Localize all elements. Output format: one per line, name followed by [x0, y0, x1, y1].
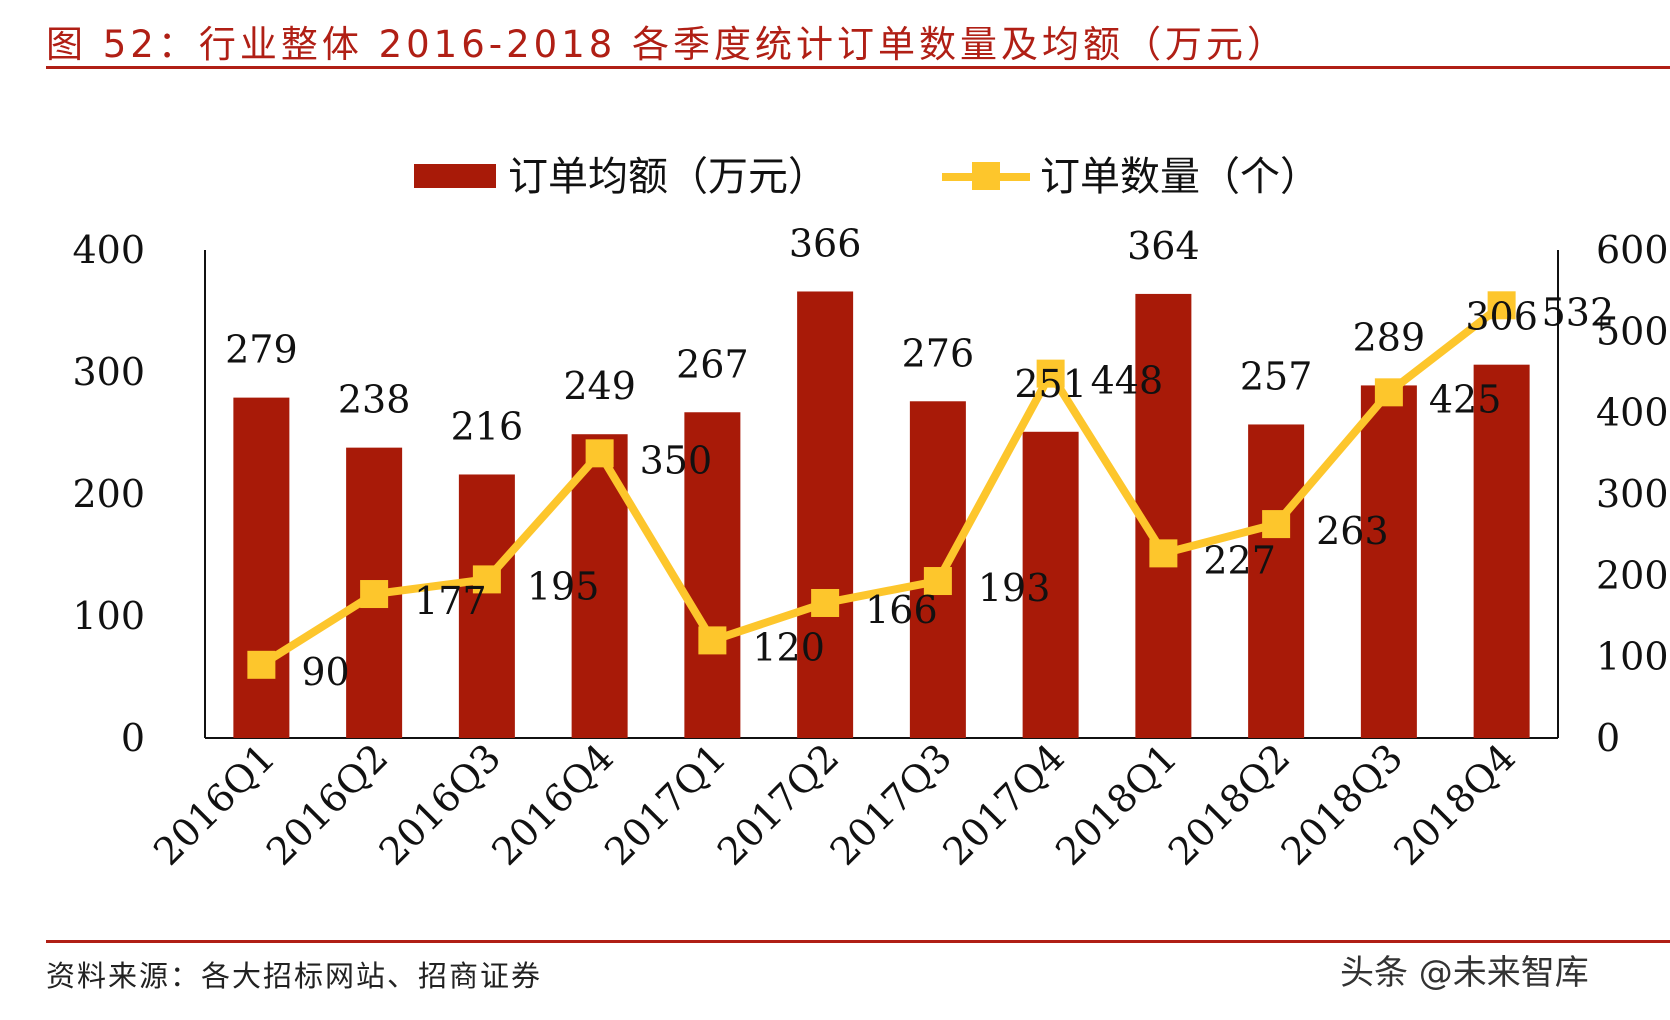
x-tick-label: 2017Q2	[709, 735, 848, 874]
bar	[797, 291, 854, 738]
x-tick-label: 2016Q1	[145, 735, 284, 874]
watermark: 头条 @未来智库	[1340, 953, 1589, 993]
x-tick-label: 2016Q3	[371, 735, 510, 874]
y-right-tick-label: 500	[1596, 309, 1669, 353]
legend-line-label: 订单数量（个）	[1040, 154, 1320, 200]
line-marker	[1149, 539, 1178, 568]
line-data-label: 120	[752, 625, 825, 669]
line-marker	[1374, 378, 1403, 407]
bar	[233, 397, 290, 738]
bar	[1248, 424, 1305, 738]
y-left-tick-label: 300	[72, 350, 145, 394]
x-tick-label: 2017Q3	[822, 735, 961, 874]
x-tick-label: 2017Q1	[596, 735, 735, 874]
line-data-label: 448	[1091, 359, 1164, 403]
title-rule	[46, 66, 1670, 69]
line-marker	[923, 567, 952, 596]
line-marker	[247, 650, 276, 679]
bar	[1022, 431, 1079, 738]
line-data-label: 166	[865, 588, 938, 632]
x-tick-label: 2018Q4	[1385, 735, 1524, 874]
bar-data-label: 279	[225, 328, 298, 372]
line-marker	[1487, 291, 1516, 320]
line-data-label: 193	[978, 566, 1051, 610]
line-series	[259, 302, 1505, 669]
bar-data-label: 276	[902, 331, 975, 375]
y-right-tick-label: 300	[1596, 472, 1669, 516]
x-tick-label: 2018Q3	[1273, 735, 1412, 874]
bar-data-label: 216	[451, 404, 524, 448]
bar-data-label: 306	[1465, 295, 1538, 339]
line-data-label: 532	[1542, 290, 1615, 334]
source-note: 资料来源：各大招标网站、招商证券	[46, 959, 543, 993]
line-marker	[1262, 510, 1291, 539]
y-left-tick-label: 0	[121, 716, 145, 760]
line-marker	[811, 588, 840, 617]
bar	[1135, 293, 1192, 738]
y-left-tick-label: 400	[72, 228, 145, 272]
bar-data-label: 289	[1353, 315, 1426, 359]
x-tick-label: 2016Q2	[258, 735, 397, 874]
bar-data-label: 238	[338, 378, 411, 422]
x-tick-label: 2018Q2	[1160, 735, 1299, 874]
x-tick-label: 2016Q4	[483, 735, 622, 874]
y-right-tick-label: 100	[1596, 635, 1669, 679]
bar-data-label: 364	[1127, 224, 1200, 268]
line-data-label: 425	[1429, 377, 1502, 421]
y-right-tick-label: 0	[1596, 716, 1620, 760]
y-right-tick-label: 200	[1596, 553, 1669, 597]
bar-data-label: 366	[789, 221, 862, 265]
line-data-label: 227	[1203, 538, 1276, 582]
bar-data-label: 249	[563, 364, 636, 408]
line-data-label: 177	[414, 579, 487, 623]
y-right-tick-label: 600	[1596, 228, 1669, 272]
bar	[1473, 364, 1530, 738]
line-data-label: 350	[640, 438, 713, 482]
source-rule	[46, 940, 1670, 943]
line-marker	[585, 439, 614, 468]
line-data-label: 90	[301, 650, 349, 694]
bar	[1360, 385, 1417, 738]
legend-line-marker	[972, 162, 1000, 190]
legend: 订单均额（万元） 订单数量（个）	[414, 154, 1320, 200]
line-marker	[360, 580, 389, 609]
line-data-label: 195	[527, 564, 600, 608]
x-tick-label: 2017Q4	[934, 735, 1073, 874]
y-left-tick-label: 200	[72, 472, 145, 516]
y-left-tick-label: 100	[72, 594, 145, 638]
legend-bar-swatch	[414, 164, 496, 188]
bar	[458, 474, 515, 738]
bar-data-label: 251	[1014, 362, 1087, 406]
line-marker	[1036, 359, 1065, 388]
bar	[684, 412, 741, 738]
line-marker	[698, 626, 727, 655]
legend-bar-label: 订单均额（万元）	[508, 154, 828, 200]
bar-data-label: 257	[1240, 354, 1313, 398]
x-tick-label: 2018Q1	[1047, 735, 1186, 874]
line-marker	[472, 565, 501, 594]
bar-data-label: 267	[676, 342, 749, 386]
figure-title: 图 52：行业整体 2016-2018 各季度统计订单数量及均额（万元）	[46, 23, 1289, 66]
y-right-tick-label: 400	[1596, 391, 1669, 435]
line-data-label: 263	[1316, 509, 1389, 553]
